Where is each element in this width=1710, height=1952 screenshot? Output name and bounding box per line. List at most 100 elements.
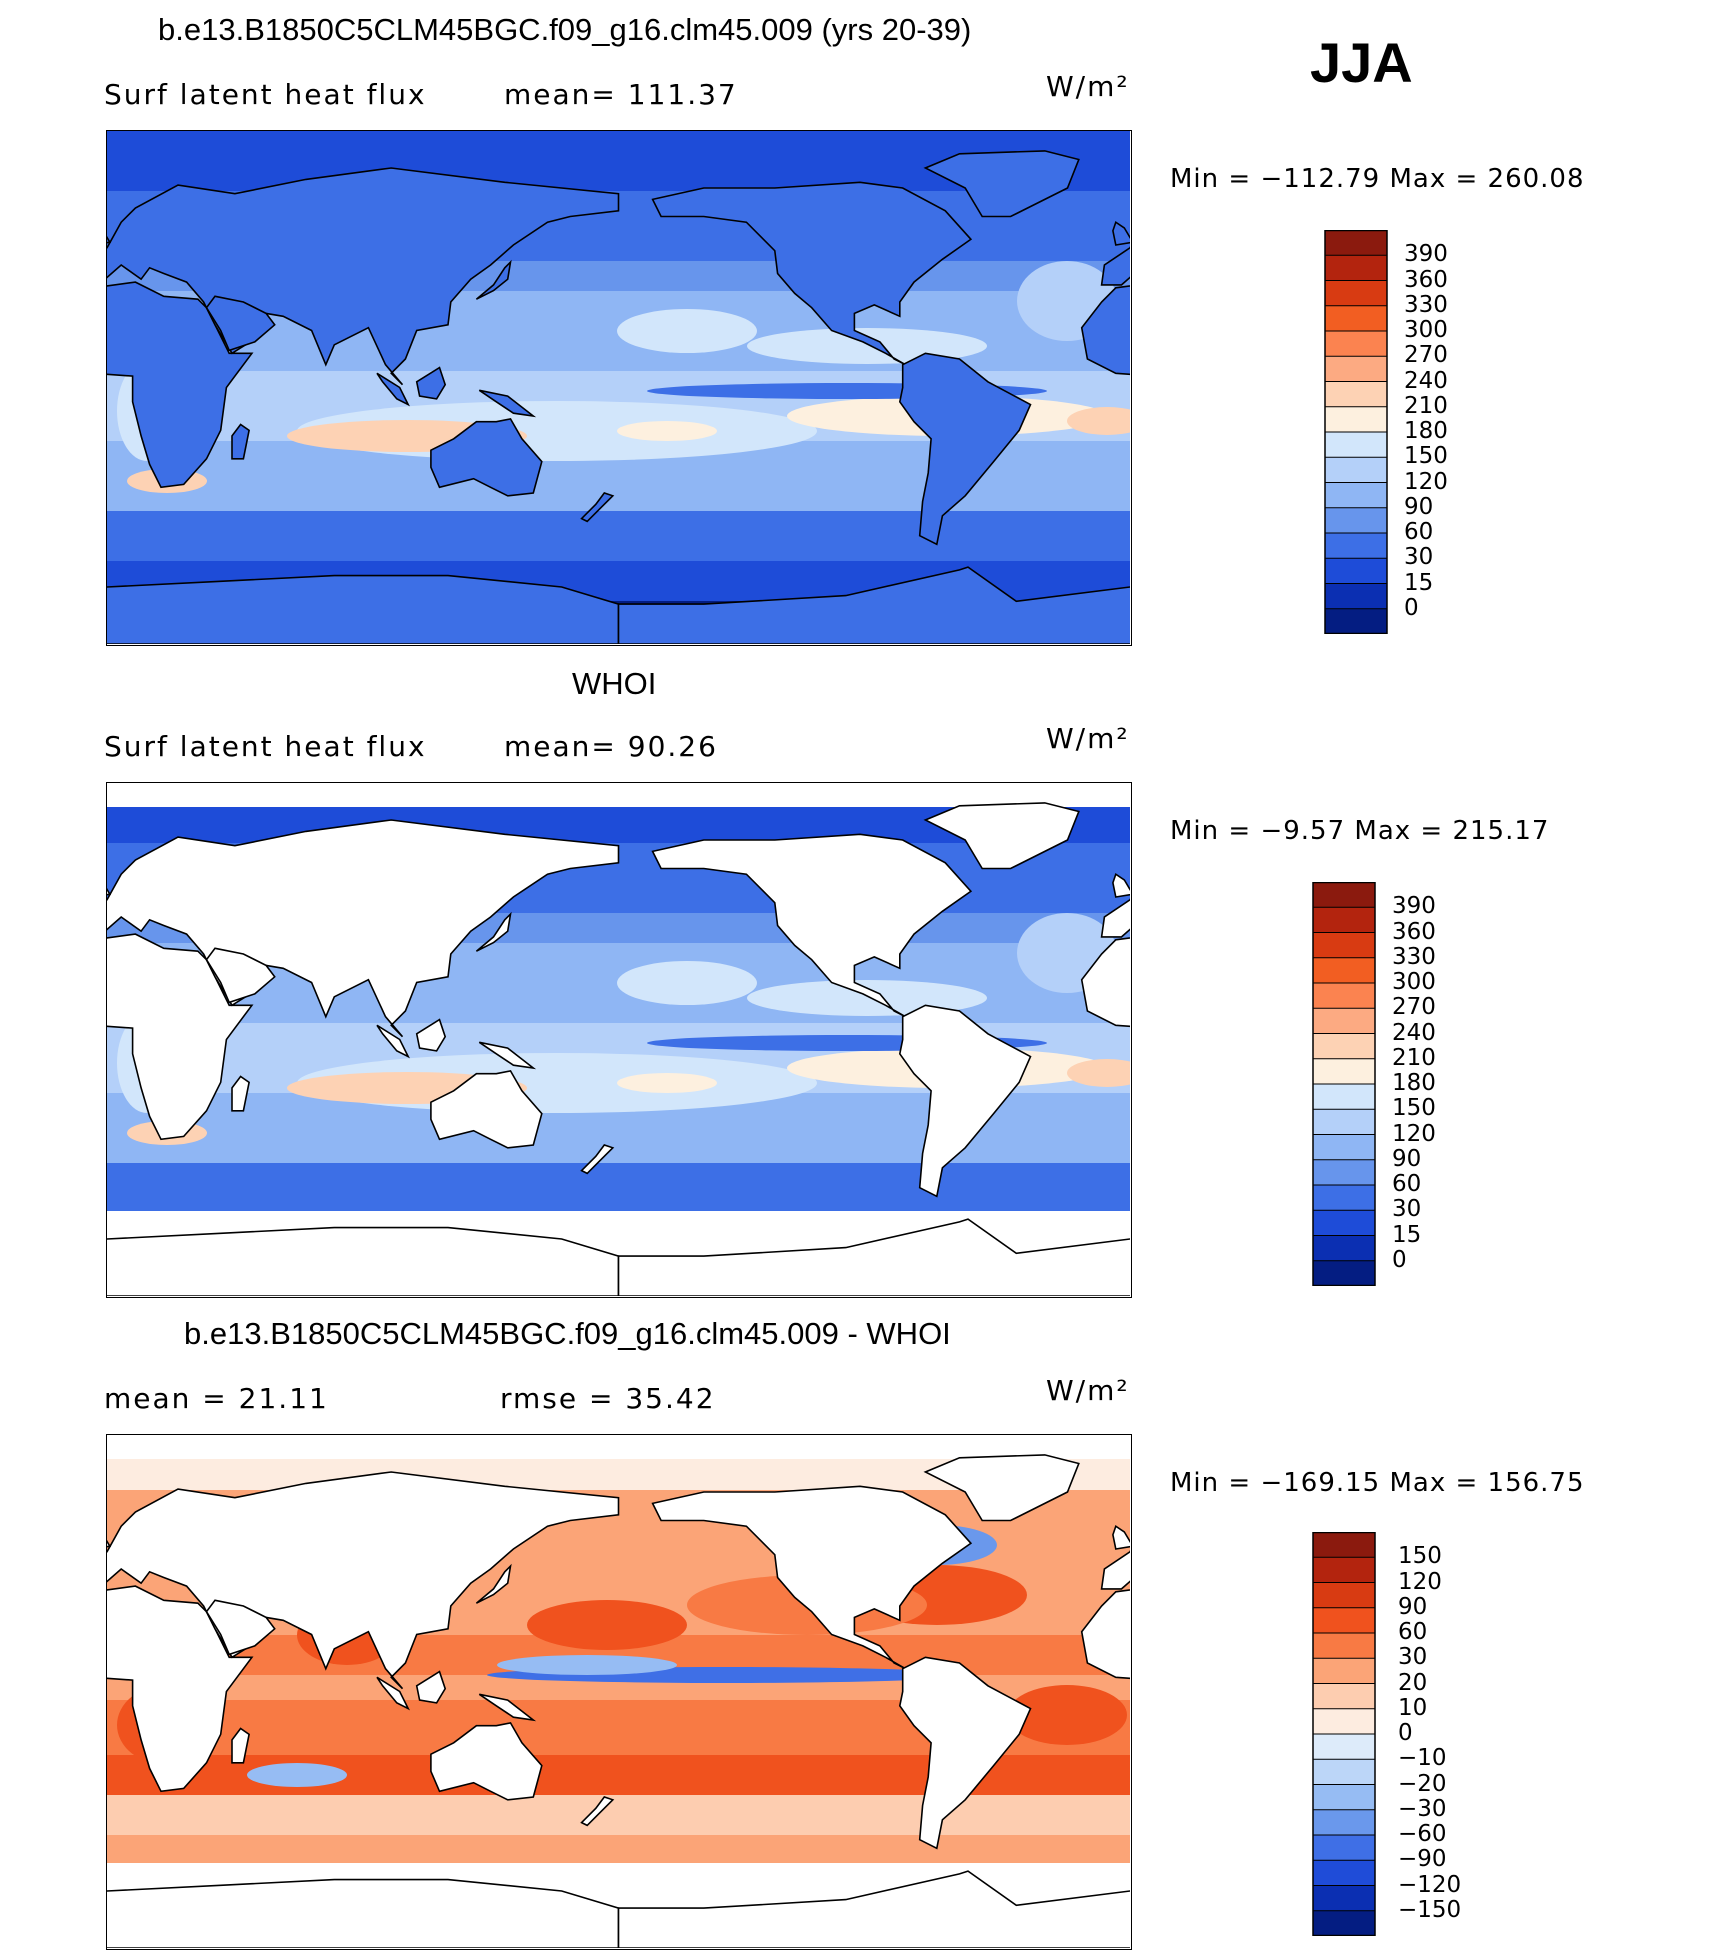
colorbar-tick-label: 120 [1404, 468, 1448, 495]
colorbar-swatch [1312, 1531, 1376, 1559]
continent-africa [1080, 285, 1130, 376]
continent-uk [1112, 1524, 1130, 1550]
colorbar-swatch [1312, 1033, 1376, 1060]
field-blob [617, 309, 757, 353]
continent-ng [478, 1693, 537, 1722]
colorbar-tick-label: 330 [1392, 943, 1436, 970]
colorbar-frame [1312, 1531, 1376, 1937]
continent-nz [580, 1796, 615, 1827]
continent-japan [475, 259, 512, 300]
continent-uk [107, 887, 112, 896]
colorbar-swatch [1324, 229, 1388, 257]
panel-1-colorbar-labels: 390 360 330 300 270 240 210 180 150 120 90 60 30 15 0 [1404, 230, 1484, 634]
continent-arabia [205, 1599, 276, 1656]
continent-madagascar [231, 1075, 250, 1112]
continent-arabia [205, 295, 276, 352]
colorbar-tick-label: 180 [1392, 1070, 1436, 1096]
colorbar-swatch [1324, 583, 1388, 610]
field-blob [527, 1600, 687, 1650]
panel-3-map-svg [107, 1435, 1130, 1948]
land-group [107, 150, 1130, 644]
panel-2-colorbar [1312, 881, 1376, 1287]
continent-australia [430, 418, 543, 497]
continent-australia [430, 1722, 543, 1801]
field-blob [247, 1763, 347, 1787]
continent-antarctica [617, 1870, 1130, 1948]
colorbar-swatch [1312, 1632, 1376, 1660]
colorbar-swatch [1312, 906, 1376, 934]
continent-greenland [923, 150, 1080, 218]
ocean-band [107, 1795, 1130, 1835]
panel-1-colorbar [1324, 229, 1388, 635]
colorbar-swatch [1312, 932, 1376, 959]
continent-europeAsiaW [1100, 898, 1130, 938]
colorbar-swatch [1324, 482, 1388, 509]
land-group [107, 802, 1130, 1296]
continent-africa [1080, 937, 1130, 1028]
land-group [107, 1454, 1130, 1948]
colorbar-tick-label: 90 [1392, 1145, 1422, 1172]
missing-data-mask [107, 783, 1130, 807]
colorbar-swatch [1324, 355, 1388, 383]
colorbar-swatch [1312, 1885, 1376, 1912]
field-blob [617, 1073, 717, 1093]
colorbar-tick-label: 60 [1404, 519, 1434, 545]
continent-samerica [898, 1004, 1032, 1198]
colorbar-tick-label: 150 [1404, 443, 1448, 470]
colorbar-tick-label: −90 [1398, 1846, 1447, 1873]
colorbar-tick-label: 15 [1392, 1221, 1422, 1248]
colorbar-tick-label: 0 [1404, 594, 1419, 621]
continent-japan [475, 911, 512, 952]
colorbar-swatch [1324, 254, 1388, 282]
colorbar-tick-label: 30 [1392, 1196, 1422, 1223]
colorbar-swatch [1324, 431, 1388, 459]
continent-europeAsiaW [1100, 1550, 1130, 1590]
panel-1-colorbar-svg [1324, 229, 1388, 635]
panel-3-colorbar [1312, 1531, 1376, 1937]
missing-data-mask [107, 1435, 1130, 1459]
field-blob [1067, 1059, 1130, 1087]
continent-arabia [205, 947, 276, 1004]
colorbar-tick-label: 330 [1404, 291, 1448, 318]
colorbar-tick-label: 150 [1392, 1095, 1436, 1122]
colorbar-swatch [1312, 1809, 1376, 1836]
season-label: JJA [1310, 31, 1413, 94]
field-blob [497, 1655, 677, 1675]
continent-europeAsiaW [1100, 246, 1130, 286]
colorbar-swatch [1324, 532, 1388, 560]
continent-ng [478, 389, 537, 418]
colorbar-swatch [1312, 1108, 1376, 1136]
panel-2-mean-label: mean= 90.26 [504, 730, 718, 763]
colorbar-swatch [1312, 1058, 1376, 1085]
panel-2-variable-label: Surf latent heat flux [104, 730, 427, 763]
panel-1-map-svg [107, 131, 1130, 644]
colorbar-tick-label: 120 [1392, 1120, 1436, 1147]
panel-3-units: W/m² [1046, 1374, 1130, 1407]
continent-uk [107, 1539, 112, 1548]
colorbar-swatch [1312, 1083, 1376, 1111]
continent-samerica [898, 1656, 1032, 1850]
colorbar-swatch [1312, 1834, 1376, 1862]
colorbar-swatch [1312, 957, 1376, 984]
panel-3-mean-label: mean = 21.11 [104, 1382, 329, 1415]
continent-borneo [415, 1670, 447, 1704]
colorbar-tick-label: −150 [1398, 1896, 1462, 1923]
colorbar-tick-label: 360 [1392, 918, 1436, 945]
colorbar-tick-label: 180 [1404, 418, 1448, 444]
colorbar-swatch [1324, 507, 1388, 534]
colorbar-tick-label: 390 [1392, 893, 1436, 920]
colorbar-swatch [1312, 1134, 1376, 1161]
colorbar-swatch [1312, 1607, 1376, 1634]
panel-3-colorbar-labels: 150 120 90 60 30 20 10 0 −10 −20 −30 −60 −90 −120 −150 [1398, 1532, 1488, 1936]
colorbar-swatch [1312, 1260, 1376, 1287]
colorbar-tick-label: −30 [1398, 1795, 1447, 1822]
panel-2-title: WHOI [572, 666, 657, 701]
continent-samerica [898, 352, 1032, 546]
colorbar-tick-label: 60 [1392, 1171, 1422, 1197]
panel-1-map [106, 130, 1132, 646]
continent-africa [107, 933, 254, 1141]
ocean-band [107, 1163, 1130, 1213]
colorbar-swatch [1312, 1859, 1376, 1887]
continent-madagascar [231, 1727, 250, 1764]
continent-nz [580, 492, 615, 523]
